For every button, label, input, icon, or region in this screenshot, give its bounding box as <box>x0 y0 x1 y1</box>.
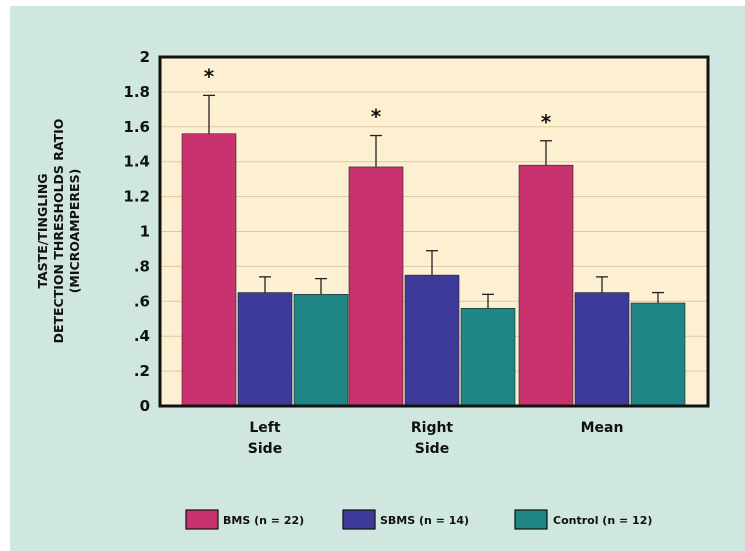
bar <box>518 164 574 407</box>
bar <box>237 292 293 407</box>
legend-swatch <box>514 509 548 530</box>
y-tick-label: .2 <box>134 362 150 380</box>
y-tick-label: 1.8 <box>123 83 150 101</box>
x-category-label: Side <box>248 441 282 457</box>
bar <box>574 292 630 407</box>
x-category-label: Side <box>415 441 449 457</box>
y-tick-label: 1.6 <box>123 118 150 136</box>
y-tick-label: .6 <box>134 292 150 310</box>
y-tick-label: 0 <box>140 397 150 415</box>
significance-marker: * <box>204 64 215 88</box>
bar <box>404 274 460 407</box>
bar-chart: 0 .2 .4 .6 .8 1 1.2 1.4 1.6 1.8 2 * * * Left Side Right S… <box>35 48 710 530</box>
legend-swatch <box>185 509 219 530</box>
y-tick-label: 1 <box>140 223 150 241</box>
bar <box>293 294 349 407</box>
chart-figure: 0 .2 .4 .6 .8 1 1.2 1.4 1.6 1.8 2 * * * Left Side Right S… <box>10 6 745 551</box>
bar <box>348 166 404 407</box>
y-axis-label: (MICROAMPERES) <box>67 169 82 294</box>
x-category-label: Right <box>411 420 454 436</box>
x-category-label: Left <box>249 420 281 436</box>
y-tick-label: 2 <box>140 48 150 66</box>
plot-frame <box>158 55 710 408</box>
y-tick-label: 1.2 <box>123 188 150 206</box>
y-tick-label: .4 <box>134 327 150 345</box>
legend-label: Control (n = 12) <box>553 514 652 527</box>
bar <box>460 307 516 407</box>
y-tick-label: .8 <box>134 257 150 275</box>
y-axis-label: DETECTION THRESHOLDS RATIO <box>51 119 66 344</box>
significance-marker: * <box>371 105 382 129</box>
y-tick-label: 1.4 <box>123 153 150 171</box>
bar <box>630 302 686 407</box>
legend-swatch <box>342 509 376 530</box>
significance-marker: * <box>541 110 552 134</box>
legend-label: SBMS (n = 14) <box>380 514 469 527</box>
x-category-label: Mean <box>581 420 624 436</box>
legend-label: BMS (n = 22) <box>223 514 304 527</box>
y-axis-label: TASTE/TINGLING <box>35 173 50 288</box>
bar <box>181 133 237 407</box>
